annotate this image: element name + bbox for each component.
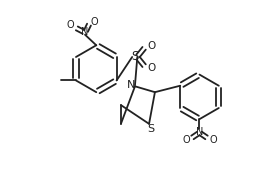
Text: N: N bbox=[127, 80, 135, 90]
Text: N: N bbox=[81, 27, 89, 37]
Text: O: O bbox=[147, 41, 155, 52]
Text: S: S bbox=[147, 124, 154, 134]
Text: N: N bbox=[196, 127, 203, 137]
Text: S: S bbox=[131, 50, 139, 64]
Text: O: O bbox=[147, 63, 155, 73]
Text: O: O bbox=[209, 135, 217, 145]
Text: O: O bbox=[182, 135, 190, 145]
Text: O: O bbox=[90, 17, 98, 27]
Text: O: O bbox=[66, 20, 74, 30]
